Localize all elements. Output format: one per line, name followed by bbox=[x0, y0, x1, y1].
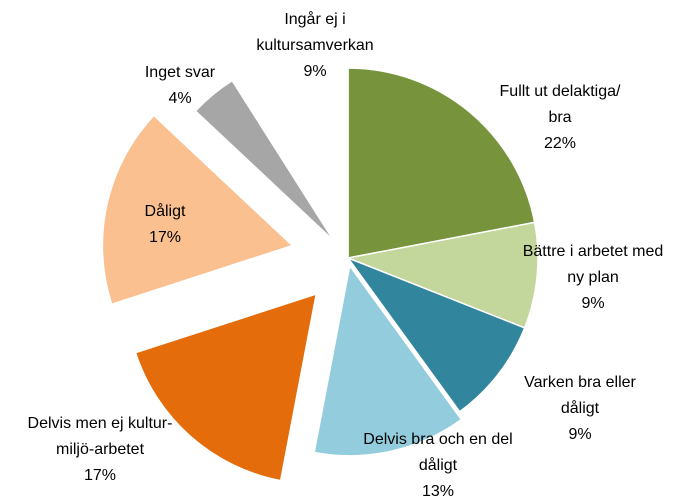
slice-label: Ingår ej i kultursamverkan bbox=[256, 10, 373, 54]
slice-label: Delvis men ej kultur-miljö-arbetet bbox=[28, 415, 173, 458]
slice-value-label: 9% bbox=[303, 63, 326, 80]
slice-value-label: 9% bbox=[581, 295, 604, 312]
slice-value-label: 17% bbox=[149, 229, 181, 246]
slice-label: Bättre i arbetet med ny plan bbox=[523, 243, 664, 286]
pie-slice bbox=[245, 67, 349, 261]
pie-slice bbox=[101, 114, 294, 306]
pie-slice bbox=[134, 292, 318, 482]
slice-label: Fullt ut delaktiga/bra bbox=[500, 83, 622, 126]
pie-slice bbox=[345, 221, 539, 329]
slice-label: Delvis bra och en del dåligt bbox=[363, 431, 512, 474]
slice-value-label: 17% bbox=[84, 467, 116, 484]
pie-slice bbox=[194, 79, 335, 242]
pie-slice bbox=[313, 263, 463, 457]
slice-value-label: 22% bbox=[544, 135, 576, 152]
pie-slice bbox=[347, 67, 536, 259]
pie-slice bbox=[345, 256, 526, 413]
slice-value-label: 9% bbox=[568, 426, 591, 443]
slice-label: Dåligt bbox=[145, 202, 186, 220]
slice-label: Inget svar bbox=[145, 64, 216, 81]
slice-value-label: 13% bbox=[422, 483, 454, 498]
slice-label: Varken bra eller dåligt bbox=[524, 374, 636, 417]
slice-value-label: 4% bbox=[168, 90, 191, 107]
